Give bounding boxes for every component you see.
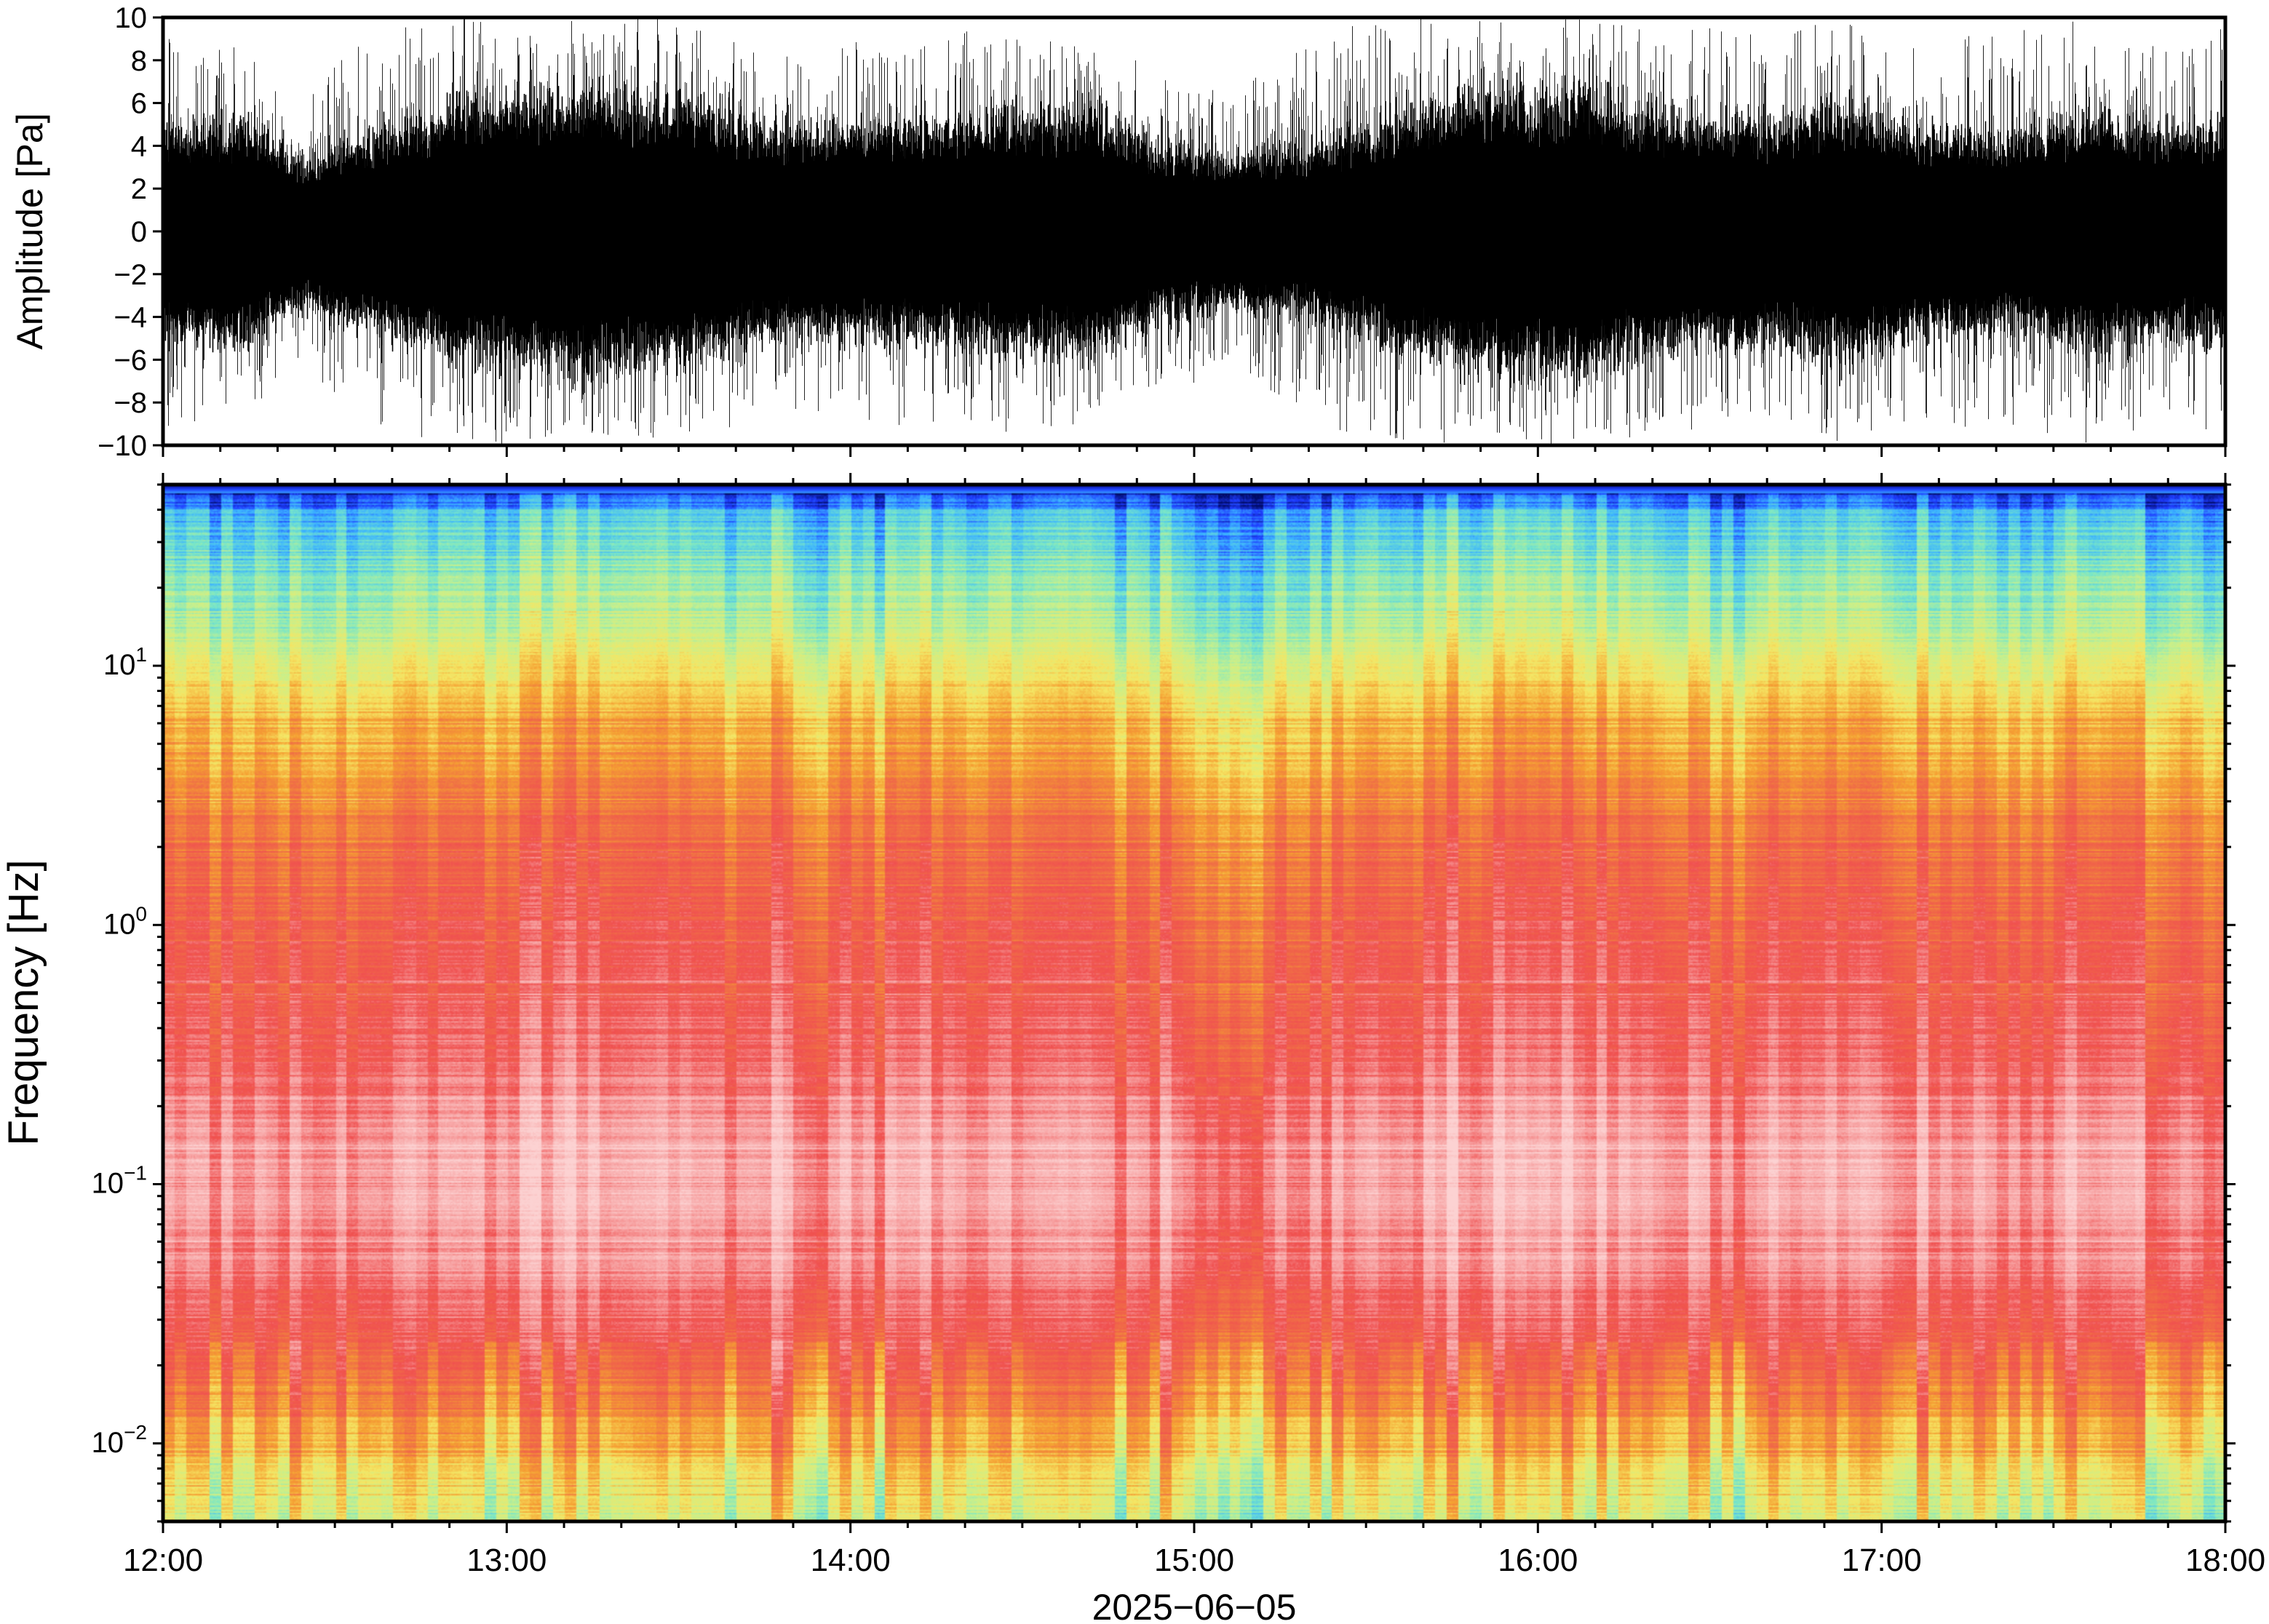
- tick-exponent: 1: [135, 643, 147, 666]
- waveform-panel: −10 −8 −6 −4 −2 0 2 4 6 8 10 Amplitude [Pa]: [9, 2, 2228, 462]
- spectrogram-image-holder: [163, 485, 2225, 1521]
- tick-exponent: 0: [135, 902, 147, 925]
- spectrogram-heatmap: [163, 485, 2225, 1521]
- waveform-trace: [163, 17, 2225, 445]
- spectrogram-x-tick-label: 14:00: [811, 1543, 891, 1578]
- spectrogram-x-tick-label: 12:00: [123, 1543, 203, 1578]
- tick-base: 10: [92, 1168, 124, 1200]
- spectrogram-x-ticks: 12:00 13:00 14:00 15:00 16:00 17:00 18:00: [123, 473, 2265, 1578]
- tick-exponent: −2: [124, 1421, 147, 1444]
- spectrogram-y-axis-label: Frequency [Hz]: [0, 859, 47, 1145]
- spectrogram-frame: [161, 482, 2228, 1524]
- waveform-y-tick-label: 10: [115, 2, 148, 34]
- waveform-y-tick-label: 6: [131, 88, 147, 120]
- waveform-y-tick-label: 4: [131, 130, 147, 162]
- spectrogram-x-axis-label: 2025−06−05: [1092, 1587, 1297, 1624]
- waveform-y-ticks: −10 −8 −6 −4 −2 0 2 4 6 8 10: [98, 2, 163, 462]
- waveform-y-tick-label: 2: [131, 173, 147, 205]
- waveform-y-tick-label: −8: [114, 387, 147, 419]
- tick-base: 10: [103, 649, 136, 681]
- spectrogram-y-tick-label: 101: [103, 643, 147, 681]
- waveform-y-tick-label: −2: [114, 259, 147, 291]
- spectrogram-x-tick-label: 17:00: [1842, 1543, 1922, 1578]
- spectrogram-x-tick-label: 18:00: [2185, 1543, 2265, 1578]
- waveform-y-tick-label: 8: [131, 45, 147, 77]
- waveform-y-tick-label: −4: [114, 302, 147, 334]
- spectrogram-x-tick-label: 15:00: [1154, 1543, 1234, 1578]
- waveform-y-tick-label: 0: [131, 216, 147, 248]
- spectrogram-y-tick-label: 10−1: [92, 1162, 147, 1200]
- spectrogram-x-tick-label: 16:00: [1498, 1543, 1578, 1578]
- tick-exponent: −1: [124, 1162, 147, 1185]
- waveform-y-tick-label: −10: [98, 430, 147, 462]
- tick-base: 10: [103, 908, 136, 940]
- tick-base: 10: [92, 1427, 124, 1459]
- waveform-y-tick-label: −6: [114, 344, 147, 376]
- spectrogram-y-tick-label: 10−2: [92, 1421, 147, 1459]
- waveform-frame: [161, 15, 2228, 447]
- waveform-y-axis-label: Amplitude [Pa]: [9, 113, 50, 349]
- spectrogram-y-tick-label: 100: [103, 902, 147, 940]
- waveform-x-ticks: [162, 447, 2227, 457]
- spectrogram-x-tick-label: 13:00: [466, 1543, 547, 1578]
